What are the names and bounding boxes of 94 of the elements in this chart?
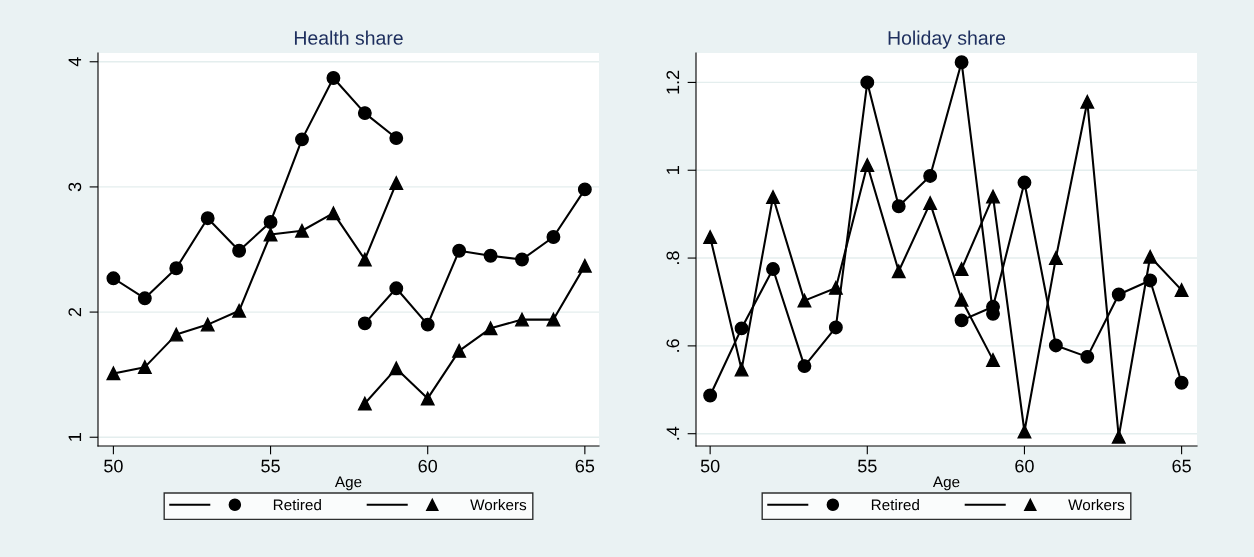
x-tick-label: 65 xyxy=(575,459,595,473)
point xyxy=(326,206,341,221)
point xyxy=(703,230,718,244)
point xyxy=(1017,175,1032,190)
point xyxy=(515,252,529,267)
y-tick-label: .4 xyxy=(666,426,680,440)
point xyxy=(1048,338,1063,353)
point xyxy=(232,243,247,258)
point xyxy=(483,321,498,336)
point xyxy=(326,71,341,85)
point xyxy=(169,327,184,342)
point xyxy=(954,313,969,328)
legend-label: Retired xyxy=(871,499,919,511)
chart-title: Holiday share xyxy=(888,30,1006,49)
point xyxy=(860,158,875,172)
point xyxy=(452,243,467,258)
point xyxy=(106,366,121,381)
legend-label: Workers xyxy=(1068,499,1125,511)
point xyxy=(828,320,843,335)
point xyxy=(954,55,969,70)
point xyxy=(389,131,404,146)
point xyxy=(137,360,152,375)
point xyxy=(703,388,718,403)
x-tick-label: 65 xyxy=(1172,459,1191,473)
point xyxy=(169,261,184,276)
y-tick-label: 4 xyxy=(68,57,82,67)
point xyxy=(1174,283,1189,298)
x-tick-label: 55 xyxy=(857,459,877,473)
x-axis-title: Age xyxy=(932,476,960,491)
point xyxy=(232,303,247,318)
x-axis-title: Age xyxy=(334,476,362,491)
x-tick-label: 60 xyxy=(418,459,438,473)
point xyxy=(357,396,372,411)
x-tick-label: 50 xyxy=(700,459,720,473)
point xyxy=(1017,424,1032,439)
legend-label: Workers xyxy=(470,499,527,511)
point xyxy=(263,227,278,242)
point xyxy=(357,106,372,121)
point xyxy=(263,215,278,229)
point xyxy=(515,312,529,327)
y-tick-label: 2 xyxy=(68,307,82,317)
point xyxy=(954,292,969,307)
point xyxy=(357,316,372,331)
point xyxy=(389,281,404,296)
point xyxy=(828,280,843,295)
y-tick-label: 1 xyxy=(666,166,680,174)
point xyxy=(577,258,592,273)
point xyxy=(1111,429,1126,444)
x-tick-label: 60 xyxy=(1015,459,1034,473)
point xyxy=(986,189,1000,204)
point xyxy=(766,190,780,204)
point xyxy=(200,211,215,226)
y-tick-label: 3 xyxy=(68,182,82,192)
point xyxy=(1111,287,1126,302)
point xyxy=(797,359,812,374)
x-tick-label: 55 xyxy=(261,459,280,473)
point xyxy=(891,199,906,214)
point xyxy=(954,262,969,276)
point xyxy=(106,271,121,286)
point xyxy=(734,321,749,336)
point xyxy=(766,262,780,276)
point xyxy=(357,252,372,267)
point xyxy=(420,391,435,406)
point xyxy=(546,312,561,327)
x-tick-label: 50 xyxy=(104,459,123,473)
point xyxy=(1143,249,1158,264)
point xyxy=(389,176,404,191)
point xyxy=(546,230,561,244)
point xyxy=(734,362,749,377)
point xyxy=(452,343,467,358)
point xyxy=(200,317,215,332)
point xyxy=(1080,349,1095,364)
point xyxy=(797,293,812,308)
point xyxy=(1174,375,1189,390)
point xyxy=(137,291,152,306)
point xyxy=(923,196,938,211)
point xyxy=(1080,94,1095,109)
point xyxy=(389,361,404,376)
chart-title: Health share xyxy=(294,30,403,45)
point xyxy=(577,182,592,197)
y-tick-label: .8 xyxy=(666,251,680,264)
point xyxy=(1048,251,1063,266)
point xyxy=(295,132,309,147)
point xyxy=(860,75,875,90)
y-tick-label: 1 xyxy=(68,433,82,441)
legend-label: Retired xyxy=(273,499,321,511)
y-tick-label: .6 xyxy=(666,339,680,352)
point xyxy=(891,264,906,279)
point xyxy=(295,223,309,238)
point xyxy=(986,352,1000,367)
y-tick-label: 1.2 xyxy=(666,70,680,94)
point xyxy=(420,317,435,332)
point xyxy=(483,248,498,263)
point xyxy=(923,169,938,183)
